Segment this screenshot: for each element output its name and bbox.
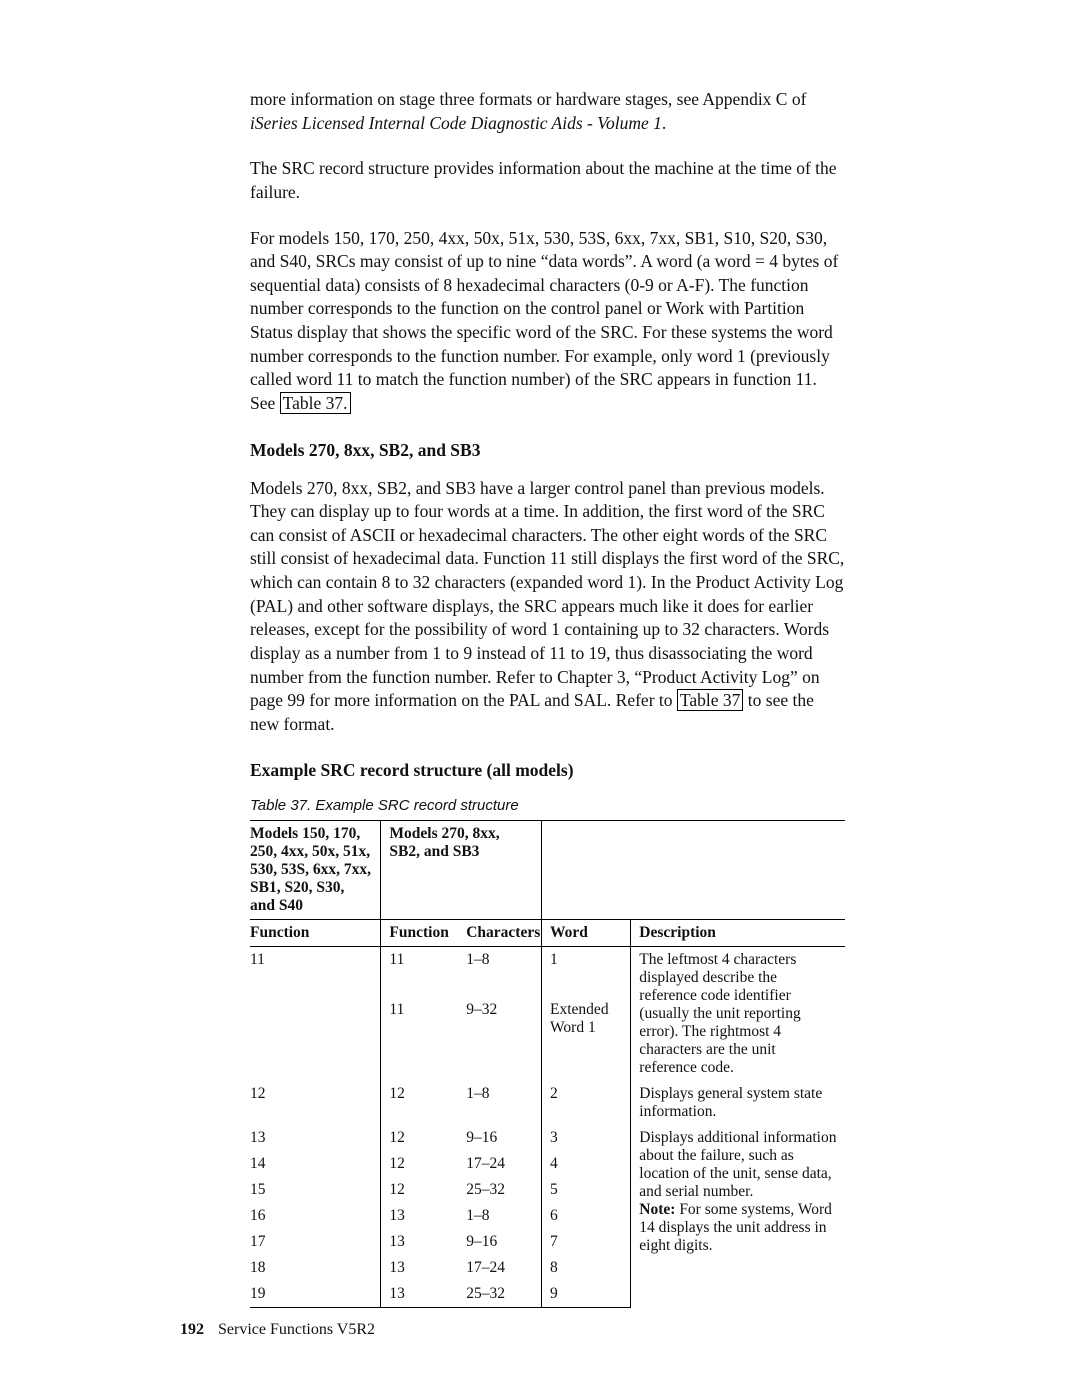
cell: 1	[542, 947, 631, 998]
cell: 12	[381, 1125, 458, 1151]
cell: 17	[250, 1229, 381, 1255]
src-table: Models 150, 170, 250, 4xx, 50x, 51x, 530…	[250, 820, 845, 1308]
table-caption: Table 37. Example SRC record structure	[250, 797, 845, 814]
cell: 2	[542, 1081, 631, 1125]
cell: 5	[542, 1177, 631, 1203]
cell: 9	[542, 1281, 631, 1308]
note-label: Note:	[639, 1201, 675, 1218]
book-title: iSeries Licensed Internal Code Diagnosti…	[250, 113, 662, 133]
cell: 18	[250, 1255, 381, 1281]
cell: 17–24	[458, 1255, 541, 1281]
cell: 9–32	[458, 997, 541, 1081]
cell: 3	[542, 1125, 631, 1151]
cell: 17–24	[458, 1151, 541, 1177]
table-row: 12 12 1–8 2 Displays general system stat…	[250, 1081, 845, 1125]
cell: 11	[381, 997, 458, 1081]
cell: 11	[250, 947, 381, 1082]
cell: 13	[381, 1229, 458, 1255]
cell: 1–8	[458, 1081, 541, 1125]
cell: 4	[542, 1151, 631, 1177]
col-function-a: Function	[250, 920, 381, 947]
subheading-models: Models 270, 8xx, SB2, and SB3	[250, 440, 845, 461]
page-footer: 192 Service Functions V5R2	[180, 1321, 375, 1339]
text: more information on stage three formats …	[250, 89, 806, 109]
table-group-header-row: Models 150, 170, 250, 4xx, 50x, 51x, 530…	[250, 821, 845, 920]
cell: 12	[381, 1151, 458, 1177]
group-header-blank	[542, 821, 845, 920]
cell: 9–16	[458, 1125, 541, 1151]
col-characters: Characters	[458, 920, 541, 947]
cell: 12	[381, 1081, 458, 1125]
cell: 8	[542, 1255, 631, 1281]
cell: 13	[381, 1203, 458, 1229]
col-function-b: Function	[381, 920, 458, 947]
col-description: Description	[631, 920, 845, 947]
text: Models 270, 8xx, SB2, and SB3 have a lar…	[250, 478, 844, 711]
page: more information on stage three formats …	[0, 0, 1080, 1397]
footer-title: Service Functions V5R2	[218, 1321, 375, 1338]
cell: 12	[250, 1081, 381, 1125]
cell: 15	[250, 1177, 381, 1203]
cell: 14	[250, 1151, 381, 1177]
paragraph-2: The SRC record structure provides inform…	[250, 157, 845, 204]
table-row: 11 11 1–8 1 The leftmost 4 characters di…	[250, 947, 845, 998]
cell: 25–32	[458, 1281, 541, 1308]
table-row: 13 12 9–16 3 Displays additional informa…	[250, 1125, 845, 1151]
group-header-new-models: Models 270, 8xx, SB2, and SB3	[381, 821, 542, 920]
cell: 12	[381, 1177, 458, 1203]
cell: 9–16	[458, 1229, 541, 1255]
cell: 13	[381, 1255, 458, 1281]
table-column-header-row: Function Function Characters Word Descri…	[250, 920, 845, 947]
page-number: 192	[180, 1321, 204, 1338]
cell: 1–8	[458, 1203, 541, 1229]
cell: 25–32	[458, 1177, 541, 1203]
col-word: Word	[542, 920, 631, 947]
cell: 19	[250, 1281, 381, 1308]
paragraph-3: For models 150, 170, 250, 4xx, 50x, 51x,…	[250, 227, 845, 416]
group-header-old-models: Models 150, 170, 250, 4xx, 50x, 51x, 530…	[250, 821, 381, 920]
cell: 11	[381, 947, 458, 998]
subheading-example: Example SRC record structure (all models…	[250, 760, 845, 781]
paragraph-1: more information on stage three formats …	[250, 88, 845, 135]
paragraph-4: Models 270, 8xx, SB2, and SB3 have a lar…	[250, 477, 845, 737]
cell-description: The leftmost 4 characters displayed desc…	[631, 947, 845, 1082]
cell: 13	[250, 1125, 381, 1151]
cell-description: Displays additional information about th…	[631, 1125, 845, 1308]
link-table-37[interactable]: Table 37.	[280, 392, 351, 414]
cell-description: Displays general system state informatio…	[631, 1081, 845, 1125]
text: For models 150, 170, 250, 4xx, 50x, 51x,…	[250, 228, 838, 413]
cell: 7	[542, 1229, 631, 1255]
cell: 16	[250, 1203, 381, 1229]
text: .	[662, 113, 666, 133]
link-table-37[interactable]: Table 37	[677, 689, 744, 711]
cell: 1–8	[458, 947, 541, 998]
text: Displays additional information about th…	[639, 1129, 836, 1200]
cell: 13	[381, 1281, 458, 1308]
cell: 6	[542, 1203, 631, 1229]
cell: Extended Word 1	[542, 997, 631, 1081]
